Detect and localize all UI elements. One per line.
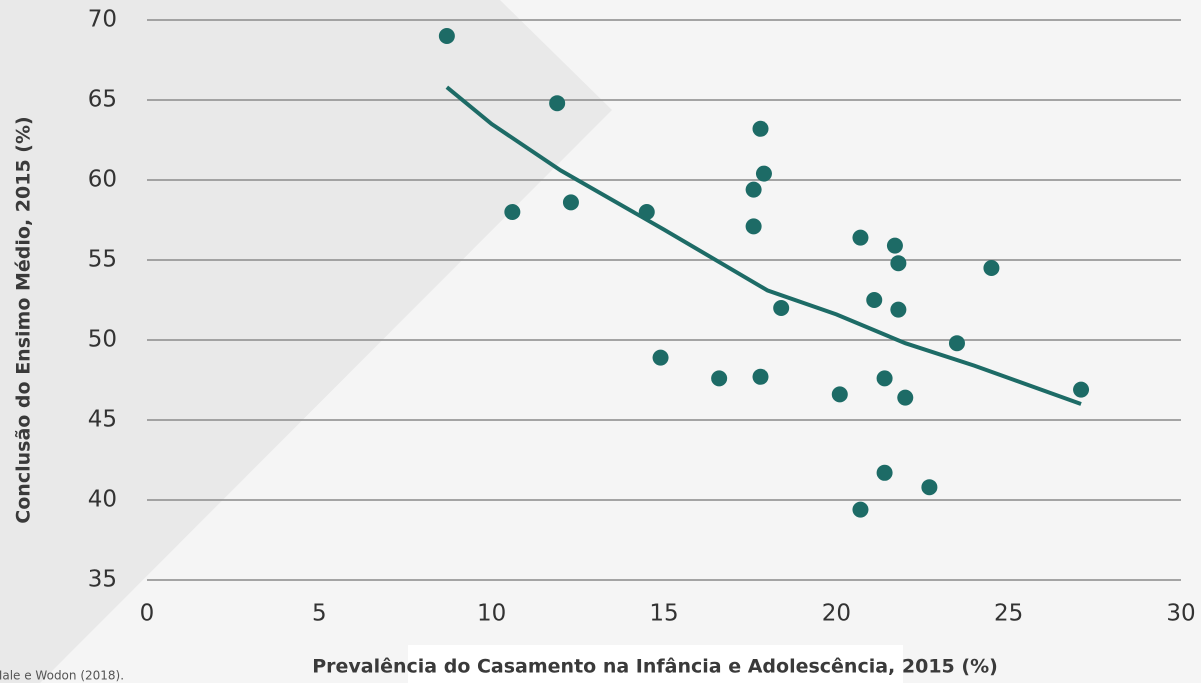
y-tick-label: 60 [88,167,117,193]
x-axis-title: Prevalência do Casamento na Infância e A… [312,656,998,678]
point [852,229,869,246]
y-tick-label: 40 [88,487,117,513]
point [638,204,655,220]
point [831,386,848,403]
point [852,501,869,518]
x-tick-label: 15 [649,601,678,627]
point [921,479,938,496]
point [711,370,728,387]
point [890,255,907,272]
label-box [408,645,903,683]
y-tick-label: 45 [88,407,117,433]
point [752,368,769,385]
point [886,237,903,254]
point [1073,381,1090,398]
y-tick-label: 35 [88,567,117,593]
point [504,204,521,220]
point [948,335,965,352]
point [773,300,790,316]
source: Male e Wodon (2018). [0,669,124,683]
point [438,28,455,44]
y-tick-label: 55 [88,247,117,273]
point [652,349,669,366]
point [752,120,769,137]
x-tick-label: 30 [1166,601,1195,627]
point [876,370,893,387]
point [755,165,772,182]
point [890,301,907,318]
point [866,292,883,308]
point [549,95,566,112]
y-axis-title: Conclusão do Ensimo Médio, 2015 (%) [13,116,35,523]
x-tick-label: 0 [140,601,155,627]
point [876,464,893,481]
point [745,181,762,198]
decor-band [0,0,612,683]
trend-line [445,85,1082,406]
x-tick-label: 25 [994,601,1023,627]
point [983,260,1000,276]
x-tick-label: 10 [477,601,506,627]
x-tick-label: 5 [312,601,327,627]
x-tick-label: 20 [822,601,851,627]
y-tick-label: 65 [88,87,117,113]
y-tick-label: 50 [88,327,117,353]
y-tick-label: 70 [88,7,117,33]
point [562,194,579,211]
point [745,218,762,235]
point [897,389,914,406]
